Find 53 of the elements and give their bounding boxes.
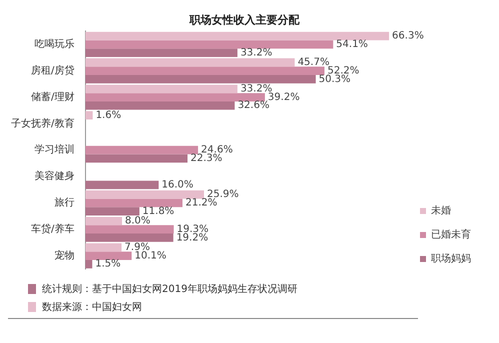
- data-label: 8.0%: [125, 216, 150, 227]
- data-label: 10.1%: [134, 250, 166, 262]
- bar: [85, 32, 390, 40]
- y-tick-label: 储蓄/理财: [30, 90, 74, 103]
- y-tick-label: 宠物: [54, 249, 74, 262]
- data-label: 50.3%: [318, 74, 351, 85]
- data-label: 39.2%: [268, 92, 300, 103]
- bar: [85, 75, 316, 84]
- bar: [85, 180, 159, 190]
- y-tick-label: 子女抚养/教育: [10, 117, 74, 130]
- data-label: 1.6%: [96, 110, 122, 121]
- chart-title: 职场女性收入主要分配: [188, 13, 300, 26]
- bar: [85, 260, 92, 268]
- bar: [85, 198, 182, 208]
- y-tick-label: 吃喝玩乐: [34, 38, 74, 50]
- y-tick-label: 车贷/养车: [30, 222, 74, 235]
- y-tick-label: 房租/房贷: [30, 64, 74, 76]
- bar: [85, 190, 204, 199]
- y-tick-label: 学习培训: [34, 144, 74, 156]
- legend-label: 已婚未育: [431, 228, 471, 241]
- bar: [85, 154, 188, 163]
- bar: [85, 207, 140, 216]
- bar: [85, 40, 334, 49]
- bar: [85, 93, 265, 102]
- source-note: 数据来源：中国妇女网: [42, 300, 142, 314]
- bar: [85, 234, 174, 242]
- bar: [85, 84, 238, 94]
- bar: [85, 146, 198, 154]
- bar: [85, 252, 132, 260]
- text: 统计规则：基于中国妇女网2019年职场妈妈生存状况调研: [42, 282, 298, 296]
- data-label: 32.6%: [238, 100, 270, 112]
- bar: [85, 225, 174, 234]
- bar: [85, 66, 324, 76]
- data-label: 16.0%: [162, 179, 194, 190]
- y-tick-label: 美容健身: [34, 170, 74, 182]
- data-label: 33.2%: [240, 47, 272, 58]
- bar: [85, 243, 122, 252]
- legend-label: 未婚: [431, 204, 451, 217]
- data-label: 1.5%: [95, 258, 121, 270]
- bar: [85, 216, 122, 226]
- data-label: 19.2%: [176, 232, 208, 244]
- y-tick-label: 旅行: [54, 196, 74, 209]
- bar: [85, 101, 235, 110]
- data-label: 22.3%: [190, 153, 222, 164]
- data-label: 21.2%: [185, 198, 218, 209]
- data-label: 66.3%: [392, 30, 424, 42]
- data-label: 45.7%: [298, 57, 330, 68]
- bar: [85, 48, 238, 57]
- data-label: 54.1%: [336, 39, 368, 50]
- data-label: 11.8%: [142, 206, 174, 217]
- legend-label: 职场妈妈: [431, 252, 471, 265]
- bar: [85, 111, 93, 120]
- bar: [85, 58, 295, 67]
